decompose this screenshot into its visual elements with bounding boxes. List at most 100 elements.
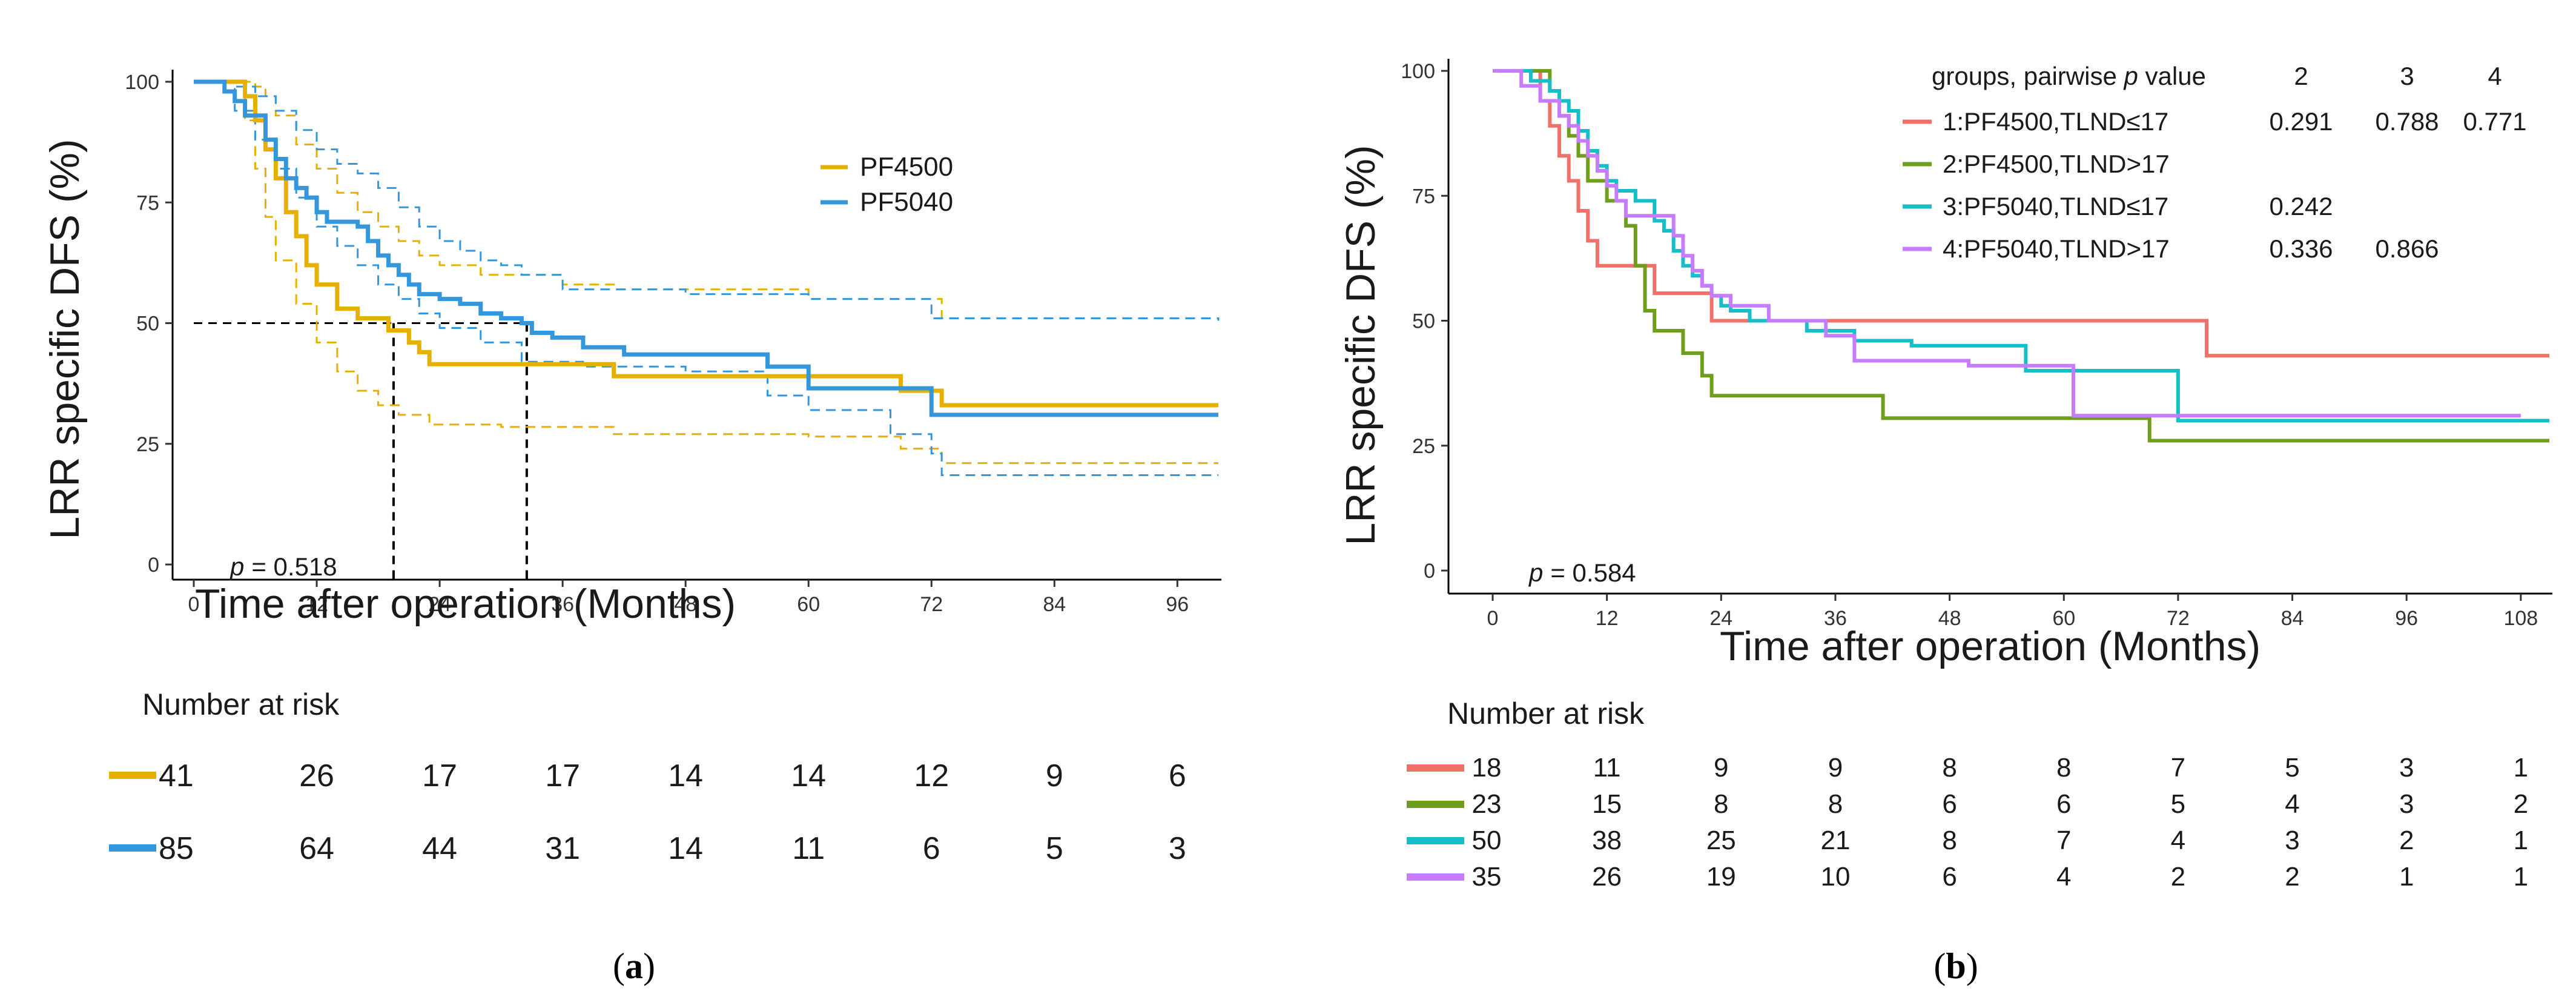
panel-b-risk-table: 18 11 9 9 8 8 7 5 3 123 15 8 8 6 6 5 4 3 250 38 25 21 8 7 4 3 2 135… (1407, 753, 2528, 892)
ci-upper-pf4500 (194, 81, 1218, 320)
risk-count-g2: 15 (1592, 789, 1622, 819)
y-tick-label: 50 (1412, 310, 1435, 333)
x-tick-label: 108 (2503, 607, 2538, 630)
panel-a-y-axis-title: LRR specific DFS (%) (42, 139, 88, 539)
risk-count-pf4500: 17 (545, 758, 580, 793)
risk-count-pf5040: 14 (668, 831, 703, 866)
x-tick-label: 48 (674, 593, 697, 616)
risk-count-pf4500: 9 (1046, 758, 1063, 793)
km-curve-g1 (1493, 69, 2549, 358)
risk-count-g3: 8 (1942, 826, 1957, 855)
risk-count-pf5040: 5 (1046, 831, 1063, 866)
risk-count-g2: 23 (1472, 789, 1502, 819)
risk-count-g4: 35 (1472, 862, 1502, 892)
y-tick-label: 50 (136, 313, 159, 336)
x-tick-label: 72 (920, 593, 943, 616)
ci-upper-pf5040 (194, 81, 1220, 321)
ci-lower-pf4500 (194, 81, 1218, 465)
legend-col-header: 4 (2488, 62, 2502, 90)
risk-count-g1: 9 (1714, 753, 1728, 783)
panel-a-x-axis-title: Time after operation (Months) (195, 581, 736, 627)
x-tick-label: 84 (2281, 607, 2304, 630)
risk-count-g1: 1 (2514, 753, 2528, 783)
legend-label-g3: 3:PF5040,TLND≤17 (1943, 192, 2168, 220)
risk-count-pf5040: 3 (1169, 831, 1186, 866)
risk-count-pf5040: 11 (792, 831, 825, 866)
risk-count-pf4500: 12 (914, 758, 949, 793)
x-tick-label: 12 (305, 593, 328, 616)
x-tick-label: 0 (188, 593, 200, 616)
risk-count-g3: 1 (2514, 826, 2528, 855)
risk-count-g4: 1 (2514, 862, 2528, 892)
legend-label-g2: 2:PF4500,TLND>17 (1943, 150, 2170, 178)
risk-count-g4: 2 (2285, 862, 2299, 892)
risk-count-g3: 4 (2171, 826, 2185, 855)
y-tick-label: 100 (1401, 60, 1435, 83)
risk-count-g1: 5 (2285, 753, 2299, 783)
x-tick-label: 36 (1824, 607, 1847, 630)
x-tick-label: 24 (1709, 607, 1732, 630)
y-tick-label: 75 (136, 191, 159, 214)
risk-count-g1: 11 (1593, 753, 1621, 783)
panel-a-caption: (a) (613, 946, 655, 986)
panel-a-p-number: = 0.518 (251, 552, 337, 581)
risk-count-pf4500: 14 (668, 758, 703, 793)
panel-b-x-axis-title: Time after operation (Months) (1720, 623, 2261, 669)
risk-count-g3: 50 (1472, 826, 1502, 855)
risk-count-g3: 21 (1820, 826, 1850, 855)
risk-count-g4: 1 (2399, 862, 2414, 892)
panel-b-legend-title-post: value (2138, 62, 2206, 90)
panel-a-caption-close: ) (643, 946, 655, 986)
risk-count-pf5040: 64 (299, 831, 334, 866)
panel-b-caption-letter: b (1946, 946, 1966, 986)
x-tick-label: 0 (1487, 607, 1499, 630)
panel-b-caption: (b) (1934, 946, 1978, 986)
risk-count-pf5040: 31 (545, 831, 580, 866)
x-tick-label: 60 (2052, 607, 2075, 630)
y-tick-label: 75 (1412, 185, 1435, 208)
risk-count-g2: 5 (2171, 789, 2185, 819)
risk-count-g4: 26 (1592, 862, 1622, 892)
panel-b-risk-title: Number at risk (1447, 697, 1645, 730)
panel-a-caption-letter: a (625, 946, 643, 986)
risk-count-pf5040: 44 (422, 831, 457, 866)
pairwise-p-value: 0.336 (2269, 234, 2333, 263)
panel-a-p-symbol: p (229, 552, 244, 581)
risk-count-g2: 6 (1942, 789, 1957, 819)
pairwise-p-value: 0.866 (2375, 234, 2439, 263)
risk-count-g4: 19 (1706, 862, 1736, 892)
legend-label-pf4500: PF4500 (860, 152, 953, 182)
risk-count-pf4500: 6 (1169, 758, 1186, 793)
x-tick-label: 48 (1938, 607, 1961, 630)
km-curve-g3 (1493, 69, 2549, 423)
x-tick-label: 96 (1166, 593, 1189, 616)
panel-b-p-number: = 0.584 (1550, 558, 1636, 587)
risk-count-g2: 6 (2056, 789, 2071, 819)
x-tick-label: 36 (551, 593, 574, 616)
km-curve-pf5040 (194, 79, 1218, 417)
km-curve-pf4500 (194, 79, 1218, 408)
risk-count-g3: 3 (2285, 826, 2299, 855)
pairwise-p-value: 0.788 (2375, 107, 2439, 136)
x-tick-label: 12 (1596, 607, 1619, 630)
risk-count-g4: 4 (2056, 862, 2071, 892)
panel-a-risk-table: 41 26 17 17 14 14 12 9 6 85 64 44 31 14 11 6 5 3 (109, 758, 1186, 866)
panel-b-y-axis-title: LRR specific DFS (%) (1338, 145, 1384, 545)
risk-count-g1: 18 (1472, 753, 1502, 783)
pairwise-p-value: 0.771 (2463, 107, 2526, 136)
risk-count-g1: 8 (1942, 753, 1957, 783)
pairwise-p-value: 0.291 (2269, 107, 2333, 136)
risk-count-pf4500: 41 (159, 758, 194, 793)
risk-count-g4: 2 (2171, 862, 2185, 892)
panel-b-caption-open: ( (1934, 946, 1946, 986)
panel-a-p-value: p = 0.518 (229, 552, 337, 581)
risk-count-g3: 2 (2399, 826, 2414, 855)
panel-a-caption-open: ( (613, 946, 625, 986)
risk-count-g4: 10 (1820, 862, 1850, 892)
risk-count-g2: 4 (2285, 789, 2299, 819)
risk-count-pf5040: 6 (923, 831, 940, 866)
legend-label-g1: 1:PF4500,TLND≤17 (1943, 107, 2168, 136)
